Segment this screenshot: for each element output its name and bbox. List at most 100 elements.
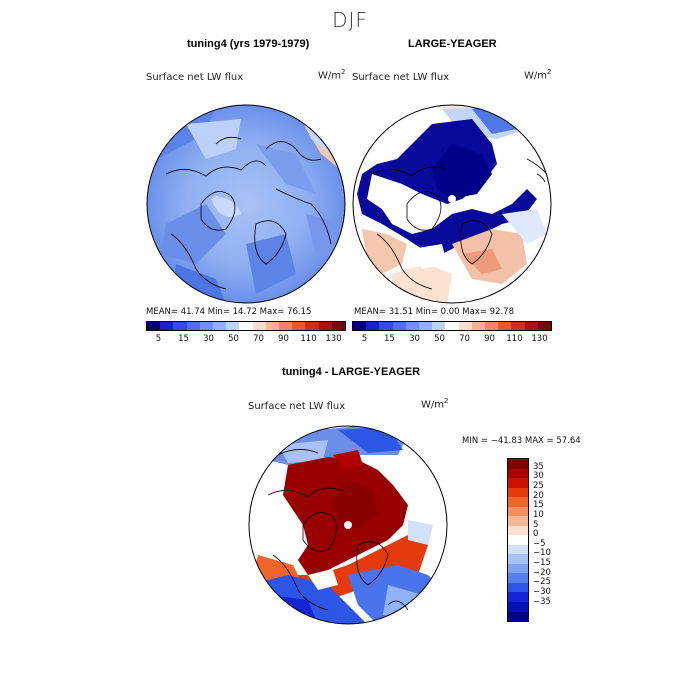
colorbar-swatch (226, 322, 240, 330)
left-colorbar-ticks: 5 15 30 50 70 90 110 130 (146, 334, 346, 346)
colorbar-swatch (508, 573, 528, 583)
colorbar-tick-label: −30 (533, 587, 551, 598)
colorbar-swatch (432, 322, 446, 330)
colorbar-tick-label: −35 (533, 596, 551, 607)
colorbar-swatch (511, 322, 525, 330)
colorbar-tick-label: 110 (506, 334, 523, 344)
colorbar-swatch (186, 322, 200, 330)
colorbar-swatch (318, 322, 332, 330)
left-colorbar (146, 321, 346, 331)
colorbar-swatch (160, 322, 174, 330)
colorbar-tick-label: 35 (533, 461, 544, 472)
colorbar-swatch (508, 525, 528, 536)
right-stats: MEAN= 31.51 Min= 0.00 Max= 92.78 (354, 307, 515, 317)
colorbar-swatch (537, 322, 552, 330)
colorbar-swatch (471, 322, 486, 330)
left-units-label: W/m2 (318, 68, 346, 82)
colorbar-swatch (265, 322, 280, 330)
left-variable-label: Surface net LW flux (146, 72, 244, 83)
colorbar-swatch (239, 322, 253, 330)
colorbar-swatch (508, 554, 528, 564)
colorbar-swatch (379, 322, 393, 330)
colorbar-tick-label: 5 (361, 334, 368, 344)
colorbar-swatch (392, 322, 406, 330)
colorbar-tick-label: −5 (533, 538, 546, 549)
left-polar-map (146, 104, 346, 304)
colorbar-tick-label: 10 (533, 509, 544, 520)
colorbar-swatch (353, 322, 367, 330)
diff-panel-title: tuning4 - LARGE-YEAGER (282, 366, 421, 378)
right-variable-label: Surface net LW flux (352, 72, 450, 83)
colorbar-swatch (524, 322, 538, 330)
colorbar-swatch (419, 322, 433, 330)
colorbar-tick-label: 30 (409, 334, 420, 344)
colorbar-swatch (508, 506, 528, 517)
colorbar-tick-label: 130 (325, 334, 342, 344)
colorbar-tick-label: 110 (300, 334, 317, 344)
colorbar-swatch (508, 459, 528, 469)
colorbar-tick-label: 30 (203, 334, 214, 344)
right-colorbar (352, 321, 552, 331)
colorbar-swatch (305, 322, 319, 330)
colorbar-tick-label: 50 (228, 334, 239, 344)
colorbar-swatch (147, 322, 161, 330)
colorbar-tick-label: 50 (434, 334, 445, 344)
left-panel-title: tuning4 (yrs 1979-1979) (187, 38, 310, 50)
left-stats: MEAN= 41.74 Min= 14.72 Max= 76.15 (146, 307, 312, 317)
colorbar-tick-label: 5 (155, 334, 162, 344)
colorbar-tick-label: 20 (533, 490, 544, 501)
diff-polar-map (248, 425, 448, 625)
colorbar-swatch (508, 468, 528, 479)
colorbar-swatch (366, 322, 380, 330)
colorbar-tick-label: 130 (531, 334, 548, 344)
right-units-label: W/m2 (524, 68, 552, 82)
diff-variable-label: Surface net LW flux (248, 401, 346, 412)
colorbar-tick-label: 25 (533, 480, 544, 491)
colorbar-swatch (331, 322, 346, 330)
colorbar-swatch (199, 322, 214, 330)
colorbar-swatch (508, 497, 528, 507)
colorbar-swatch (508, 487, 528, 498)
colorbar-swatch (292, 322, 306, 330)
colorbar-swatch (173, 322, 187, 330)
colorbar-tick-label: 15 (178, 334, 189, 344)
colorbar-swatch (508, 535, 528, 545)
colorbar-swatch (445, 322, 459, 330)
colorbar-swatch (508, 592, 528, 602)
colorbar-swatch (508, 544, 528, 555)
colorbar-tick-label: −20 (533, 567, 551, 578)
colorbar-tick-label: 90 (278, 334, 289, 344)
right-colorbar-ticks: 5 15 30 50 70 90 110 130 (352, 334, 552, 346)
colorbar-swatch (405, 322, 420, 330)
colorbar-swatch (458, 322, 472, 330)
colorbar-tick-label: −10 (533, 548, 551, 559)
colorbar-swatch (498, 322, 512, 330)
colorbar-swatch (508, 516, 528, 526)
diff-colorbar-ticks: 35 30 25 20 15 10 5 0 −5 −10 −15 −20 −25 −30 −35 (533, 458, 573, 622)
colorbar-swatch (213, 322, 227, 330)
right-panel-title: LARGE-YEAGER (408, 38, 497, 50)
colorbar-swatch (279, 322, 293, 330)
colorbar-tick-label: 30 (533, 471, 544, 482)
colorbar-tick-label: −15 (533, 558, 551, 569)
season-title: DJF (332, 8, 368, 32)
colorbar-tick-label: 70 (459, 334, 470, 344)
colorbar-swatch (508, 582, 528, 593)
colorbar-tick-label: 70 (253, 334, 264, 344)
diff-colorbar (507, 458, 529, 622)
diff-stats: MIN = −41.83 MAX = 57.64 (462, 436, 581, 446)
diff-units-label: W/m2 (421, 397, 449, 411)
colorbar-tick-label: 5 (533, 519, 539, 530)
colorbar-tick-label: 15 (384, 334, 395, 344)
colorbar-tick-label: 0 (533, 529, 539, 540)
colorbar-swatch (508, 601, 528, 612)
colorbar-tick-label: −25 (533, 577, 551, 588)
colorbar-tick-label: 15 (533, 500, 544, 511)
colorbar-tick-label: 90 (484, 334, 495, 344)
colorbar-swatch (508, 563, 528, 574)
colorbar-swatch (252, 322, 266, 330)
colorbar-swatch (485, 322, 499, 330)
right-polar-map (352, 104, 552, 304)
colorbar-swatch (508, 478, 528, 488)
colorbar-swatch (508, 611, 528, 622)
